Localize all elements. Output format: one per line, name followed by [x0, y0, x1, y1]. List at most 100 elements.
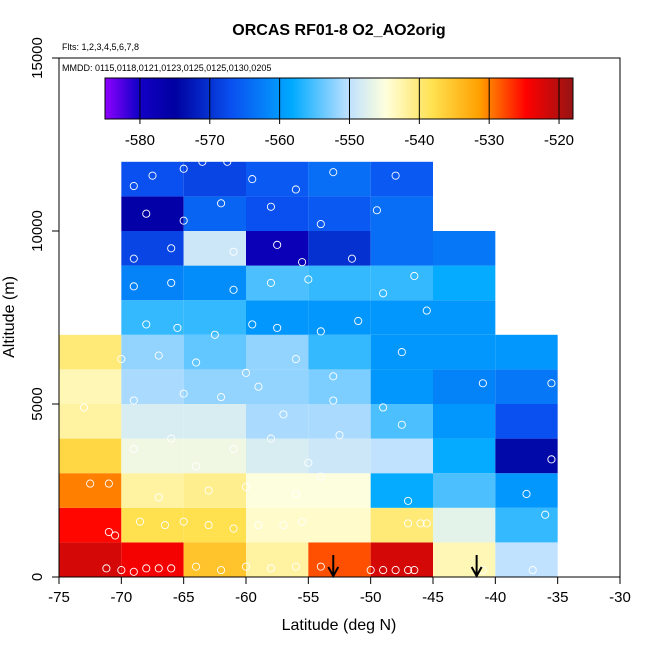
heatmap-cell — [370, 265, 433, 301]
colorbar-tick-label: -560 — [265, 132, 295, 149]
sample-point — [254, 521, 263, 530]
heatmap-cell — [59, 507, 122, 543]
x-tick-label: -55 — [297, 589, 319, 606]
sample-point — [397, 348, 406, 357]
sample-point — [266, 564, 275, 573]
heatmap-cell — [308, 231, 371, 266]
heatmap-cell — [183, 369, 246, 404]
sample-point — [298, 258, 307, 267]
heatmap-cell — [370, 473, 433, 508]
sample-point — [279, 410, 288, 419]
sample-point — [111, 531, 120, 540]
sample-point — [160, 521, 170, 530]
x-tick-label: -45 — [422, 589, 444, 606]
sample-point — [179, 216, 188, 225]
sample-point — [248, 175, 257, 184]
sample-point — [316, 562, 325, 571]
heatmap-cell — [433, 507, 496, 543]
heatmap-cell — [183, 404, 246, 439]
heatmap-cell — [183, 507, 246, 543]
heatmap-cell — [121, 300, 184, 335]
sample-point — [204, 521, 213, 530]
heatmap-cell — [121, 438, 184, 474]
heatmap-cell — [433, 265, 496, 301]
sample-point — [254, 382, 263, 391]
sample-point — [142, 320, 151, 329]
heatmap-cell — [308, 473, 371, 508]
heatmap-cell — [495, 404, 558, 439]
sample-point — [541, 510, 550, 519]
heatmap-cell — [308, 196, 371, 231]
sample-point — [179, 164, 188, 173]
plot-frame — [58, 57, 621, 578]
sample-point — [354, 316, 363, 326]
sample-point — [241, 482, 251, 492]
sample-point — [167, 564, 176, 573]
arrow-head — [470, 566, 483, 579]
sample-point — [142, 209, 151, 218]
sample-point — [117, 354, 126, 364]
sample-point — [102, 564, 111, 573]
heatmap-cell — [308, 161, 371, 197]
sample-point — [179, 517, 188, 526]
x-tick-label: -50 — [360, 589, 382, 606]
sample-point — [528, 566, 537, 575]
x-tick-label: -75 — [48, 589, 70, 606]
sample-point — [291, 562, 300, 571]
sample-point — [291, 489, 300, 499]
sample-point — [316, 327, 325, 336]
heatmap-cell — [370, 507, 433, 543]
heatmap-cell — [183, 438, 246, 474]
heatmap-cell — [59, 369, 122, 404]
heatmap-cell — [121, 265, 184, 301]
sample-point — [192, 462, 201, 471]
sample-point — [217, 566, 226, 575]
sample-point — [404, 519, 413, 528]
sample-point — [404, 566, 413, 575]
heatmap-cell — [121, 334, 184, 370]
heatmap-cell — [370, 542, 433, 577]
sample-point — [335, 431, 344, 440]
arrows — [327, 555, 483, 579]
sample-point — [229, 285, 238, 294]
y-axis-label: Altitude (m) — [1, 276, 18, 358]
sample-point — [416, 519, 425, 528]
sample-point — [547, 379, 556, 388]
sample-point — [86, 479, 95, 488]
heatmap-cell — [183, 542, 246, 577]
sample-point — [217, 199, 226, 208]
colorbar: -580 -570 -560 -550 -540 -530 -520 — [104, 77, 574, 149]
sample-point — [229, 247, 238, 256]
sample-point — [397, 420, 406, 429]
heatmap-cell — [495, 507, 558, 543]
sample-point — [391, 566, 400, 575]
heatmap-cell — [183, 196, 246, 231]
sample-point — [553, 303, 562, 312]
heatmap-cell — [370, 438, 433, 474]
sample-point — [422, 519, 431, 528]
sample-point — [391, 171, 400, 180]
sample-point — [241, 562, 251, 571]
heatmap-cell — [59, 542, 122, 577]
sample-point — [304, 275, 313, 284]
heatmap-cell — [246, 438, 309, 474]
heatmap-cell — [308, 265, 371, 301]
heatmap-cell — [246, 473, 309, 508]
heatmap-cell — [370, 196, 433, 231]
sample-point — [266, 278, 275, 287]
sample-point — [167, 434, 176, 443]
heatmap-cell — [183, 300, 246, 335]
heatmap-cell — [308, 542, 371, 577]
heatmap-cell — [183, 231, 246, 266]
sample-point — [497, 299, 506, 308]
heatmap-cell — [183, 265, 246, 301]
heatmap-cell — [246, 507, 309, 543]
heatmap-cell — [246, 404, 309, 439]
dates-note: MMDD: 0115,0118,0121,0123,0125,0125,0130… — [62, 63, 271, 73]
sample-point — [422, 306, 431, 315]
sample-point — [79, 403, 88, 412]
sample-point — [142, 564, 151, 573]
sample-point — [291, 354, 300, 364]
axes: -75 -70 -65 -60 -55 -50 -45 -40 -35 -30 0 5000 10000… — [29, 37, 631, 606]
sample-point — [279, 521, 288, 530]
